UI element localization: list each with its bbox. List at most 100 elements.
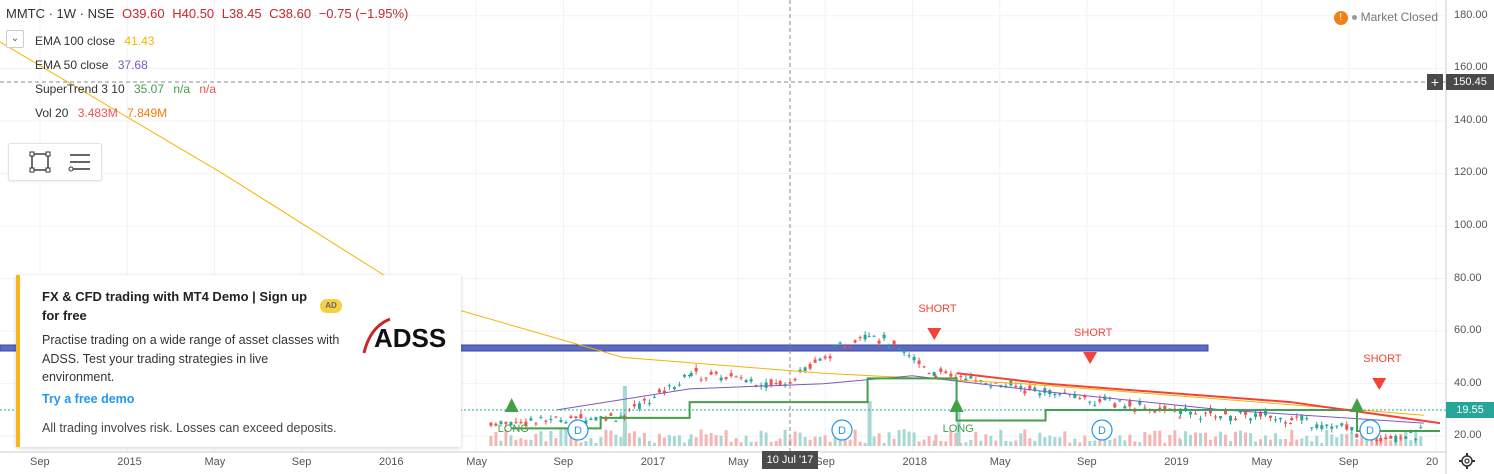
candle-body	[788, 381, 792, 384]
volume-bar	[677, 435, 681, 446]
price-tick-label: 40.00	[1454, 376, 1482, 389]
candle-body	[1088, 401, 1092, 403]
volume-bar	[729, 441, 733, 446]
time-tick-label: 2017	[640, 456, 666, 468]
candle-body	[1153, 409, 1157, 413]
candle-body	[1414, 438, 1418, 440]
volume-bar	[539, 431, 543, 446]
volume-bar	[1244, 432, 1248, 446]
add-plus-icon[interactable]: +	[1427, 74, 1443, 90]
volume-bar	[1028, 438, 1032, 446]
time-tick-label: Sep	[815, 456, 835, 468]
legend-supertrend[interactable]: SuperTrend 3 10 35.07 n/a n/a	[35, 82, 222, 96]
candle-body	[554, 416, 558, 418]
volume-bar	[614, 434, 618, 446]
candle-body	[509, 422, 513, 426]
volume-bar	[682, 442, 686, 446]
volume-bar	[959, 442, 963, 446]
legend-ema50[interactable]: EMA 50 close 37.68	[35, 58, 154, 72]
volume-bar	[579, 442, 583, 446]
volume-bar	[549, 430, 553, 446]
candle-body	[863, 334, 867, 340]
candle-body	[729, 373, 733, 377]
volume-bar	[1058, 437, 1062, 446]
candle-body	[949, 373, 953, 377]
volume-bar	[489, 435, 493, 446]
volume-bar	[1184, 431, 1188, 446]
candle-body	[769, 379, 773, 386]
ad-badge: AD	[320, 299, 342, 313]
candle-body	[1399, 437, 1403, 439]
legend-supertrend-extra2: n/a	[199, 82, 217, 96]
dividend-marker[interactable]	[831, 419, 853, 441]
legend-collapse-button[interactable]: ⌄	[6, 30, 24, 48]
dividend-marker[interactable]	[1359, 419, 1381, 441]
signal-markers: LONG LONG SHORT SHORT SHORT D D D D	[498, 303, 1402, 441]
volume-bar	[1325, 430, 1329, 446]
candle-body	[689, 372, 693, 377]
rectangle-tool-icon[interactable]	[27, 149, 53, 175]
ad-title[interactable]: FX & CFD trading with MT4 Demo | Sign up…	[42, 289, 308, 323]
dividend-label: D	[1098, 425, 1106, 437]
volume-bar	[833, 437, 837, 446]
short-arrow	[1083, 352, 1098, 364]
volume-bar	[1335, 437, 1339, 446]
gear-icon[interactable]	[1458, 452, 1476, 470]
legend-volume[interactable]: Vol 20 3.483M 7.849M	[35, 106, 173, 120]
crosshair-date-label: 10 Jul '17	[762, 451, 818, 469]
candle-body	[907, 355, 911, 357]
candle-body	[1350, 426, 1354, 431]
volume-bar	[564, 429, 568, 446]
volume-bar	[912, 432, 916, 446]
volume-bar	[944, 441, 948, 446]
volume-bar	[863, 442, 867, 446]
legend-ema100[interactable]: EMA 100 close 41.43	[35, 34, 160, 48]
candle-body	[1019, 386, 1023, 389]
volume-bar	[544, 441, 548, 446]
volume-bar	[519, 438, 523, 446]
symbol-name[interactable]: MMTC · 1W · NSE	[6, 6, 115, 21]
volume-bar	[689, 434, 693, 446]
volume-bar	[853, 429, 857, 446]
candle-body	[969, 376, 973, 379]
candle-body	[642, 398, 646, 401]
short-label: SHORT	[918, 303, 957, 315]
candle-body	[979, 380, 983, 382]
candle-body	[1023, 390, 1027, 394]
candle-body	[687, 374, 691, 376]
candle-body	[1375, 439, 1379, 442]
candle-body	[559, 420, 563, 422]
volume-bar	[1093, 440, 1097, 446]
candle-body	[637, 403, 641, 409]
price-tick-label: 80.00	[1454, 271, 1482, 284]
candle-body	[667, 385, 671, 387]
volume-bar	[1204, 432, 1208, 446]
dividend-marker[interactable]	[567, 419, 589, 441]
price-tick-label: 140.00	[1454, 113, 1488, 126]
market-status[interactable]: ! Market Closed	[1333, 10, 1438, 25]
candle-body	[709, 371, 713, 375]
volume-bar	[657, 433, 661, 446]
legend-ema50-name: EMA 50 close	[35, 58, 109, 72]
dividend-marker[interactable]	[1091, 419, 1113, 441]
candle-body	[657, 389, 661, 393]
volume-bar	[934, 434, 938, 446]
candle-body	[838, 342, 842, 344]
volume-bar	[1219, 431, 1223, 446]
candle-body	[1214, 416, 1218, 418]
time-tick-label: May	[204, 456, 226, 468]
time-tick-label: May	[728, 456, 749, 468]
candle-body	[1345, 424, 1349, 430]
settings-lines-icon[interactable]	[67, 149, 93, 175]
candle-body	[1123, 406, 1127, 409]
candle-body	[1249, 418, 1253, 421]
candle-body	[818, 358, 822, 361]
volume-bar	[1209, 439, 1213, 446]
volume-bar	[739, 442, 743, 446]
ad-panel[interactable]: FX & CFD trading with MT4 Demo | Sign up…	[16, 275, 461, 447]
legend-volume-value: 3.483M	[77, 106, 118, 120]
ad-cta-link[interactable]: Try a free demo	[42, 392, 135, 406]
horizontal-ray-zone[interactable]	[0, 344, 1209, 352]
volume-bar	[534, 433, 538, 446]
adss-logo: ADSS	[362, 317, 446, 354]
